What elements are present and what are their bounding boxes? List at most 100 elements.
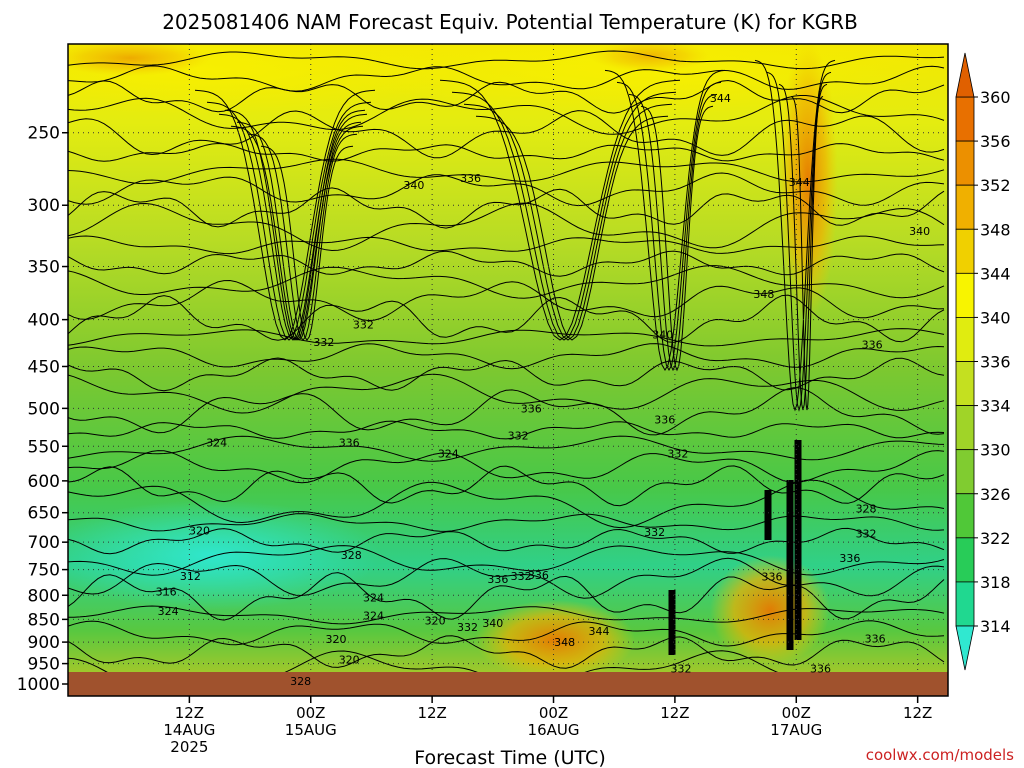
- contour-label: 336: [654, 413, 675, 426]
- contour-line: [68, 420, 945, 440]
- contour-line: [766, 71, 832, 412]
- contour-line: [628, 93, 718, 372]
- contour-label: 344: [789, 176, 810, 189]
- y-tick-label: 700: [28, 533, 60, 553]
- y-tick-label: 850: [28, 610, 60, 630]
- colorbar-label: 356: [980, 132, 1011, 151]
- colorbar-low-extend: [955, 625, 975, 671]
- colorbar-segment: [955, 272, 975, 318]
- contour-label: 320: [189, 525, 210, 538]
- contour-label: 336: [762, 570, 783, 583]
- contour-label: 316: [156, 585, 177, 598]
- colorbar-segment: [955, 361, 975, 406]
- contour-line: [68, 387, 945, 436]
- contour-line: [604, 69, 726, 371]
- contour-label: 336: [839, 552, 860, 565]
- contour-label: 336: [487, 573, 508, 586]
- contour-line: [68, 279, 945, 322]
- contour-line: [68, 65, 945, 92]
- contour-line: [68, 635, 945, 669]
- below-ground: [68, 672, 948, 696]
- colorbar-segment: [955, 493, 975, 539]
- colorbar-label: 322: [980, 529, 1011, 548]
- y-tick-label: 800: [28, 586, 60, 606]
- x-tick-label: 16AUG: [528, 721, 580, 739]
- contour-line: [68, 172, 945, 207]
- contour-label: 336: [810, 663, 831, 676]
- x-tick-label: 12Z: [660, 704, 689, 722]
- contour-label: 336: [528, 569, 549, 582]
- warm-pocket-16aug: [475, 600, 635, 680]
- chart-title: 2025081406 NAM Forecast Equiv. Potential…: [162, 10, 858, 34]
- colorbar-label: 318: [980, 573, 1011, 592]
- credit-text: coolwx.com/models: [866, 746, 1014, 764]
- contour-label: 332: [644, 526, 665, 539]
- contour-label: 320: [326, 633, 347, 646]
- contour-line: [68, 202, 945, 252]
- contour-line: [68, 294, 945, 343]
- contour-label: 332: [667, 447, 688, 460]
- colorbar-high-extend: [955, 52, 975, 98]
- contour-line: [248, 133, 358, 341]
- contour-label: 332: [856, 528, 877, 541]
- contour-label: 336: [865, 633, 886, 646]
- x-tick-label: 12Z: [903, 704, 932, 722]
- contour-label: 336: [862, 339, 883, 352]
- x-tick-label: 00Z: [539, 704, 568, 722]
- cold-core-low-levels: [68, 500, 380, 610]
- contour-label: 328: [856, 502, 877, 515]
- grid-lines: [68, 44, 948, 672]
- y-tick-label: 550: [28, 437, 60, 457]
- y-tick-label: 1000: [17, 675, 60, 695]
- colorbar-label: 336: [980, 353, 1011, 372]
- contour-label: 340: [403, 179, 424, 192]
- contour-label: 320: [339, 653, 360, 666]
- x-tick-label: 17AUG: [770, 721, 822, 739]
- contour-line: [68, 110, 945, 159]
- y-tick-label: 300: [28, 196, 60, 216]
- contour-label: 336: [339, 437, 360, 450]
- contour-line: [68, 250, 945, 277]
- contour-line: [230, 125, 364, 341]
- contour-line: [68, 187, 945, 229]
- contour-line: [790, 95, 824, 411]
- colorbar-segment: [955, 317, 975, 362]
- contour-line: [754, 59, 836, 412]
- contour-label: 332: [511, 570, 532, 583]
- colorbar-label: 344: [980, 264, 1011, 283]
- contour-line: [224, 109, 366, 341]
- x-tick-label: 12Z: [175, 704, 204, 722]
- contour-line: [439, 79, 681, 341]
- colorbar-label: 352: [980, 176, 1011, 195]
- warm-top-left: [68, 44, 210, 76]
- contour-label: 312: [180, 570, 201, 583]
- contour-line: [68, 235, 945, 255]
- contour-label: 332: [670, 663, 691, 676]
- colorbar-segment: [955, 405, 975, 451]
- contour-line: [194, 89, 376, 341]
- y-tick-label: 350: [28, 258, 60, 278]
- contour-lines: [68, 50, 945, 692]
- x-tick-label: 12Z: [417, 704, 446, 722]
- x-tick-label: 00Z: [296, 704, 325, 722]
- y-tick-label: 900: [28, 633, 60, 653]
- contour-line: [236, 121, 362, 341]
- colorbar-label: 326: [980, 485, 1011, 504]
- contour-line: [68, 265, 945, 299]
- contour-label: 328: [290, 675, 311, 688]
- contour-label: 332: [508, 429, 529, 442]
- colorbar-segment: [955, 537, 975, 583]
- colorbar-label: 334: [980, 397, 1011, 416]
- contour-label: 324: [438, 447, 459, 460]
- colorbar-label: 360: [980, 88, 1011, 107]
- contour-label: 336: [460, 172, 481, 185]
- contour-label: 324: [206, 437, 227, 450]
- contour-labels: 3443403363443403483323323403363323363363…: [156, 92, 931, 688]
- contour-line: [640, 105, 714, 372]
- contour-label: 324: [158, 605, 179, 618]
- colorbar-segment: [955, 228, 975, 274]
- colorbar-segment: [955, 581, 975, 627]
- x-tick-label: 14AUG: [163, 721, 215, 739]
- contour-line: [260, 145, 354, 341]
